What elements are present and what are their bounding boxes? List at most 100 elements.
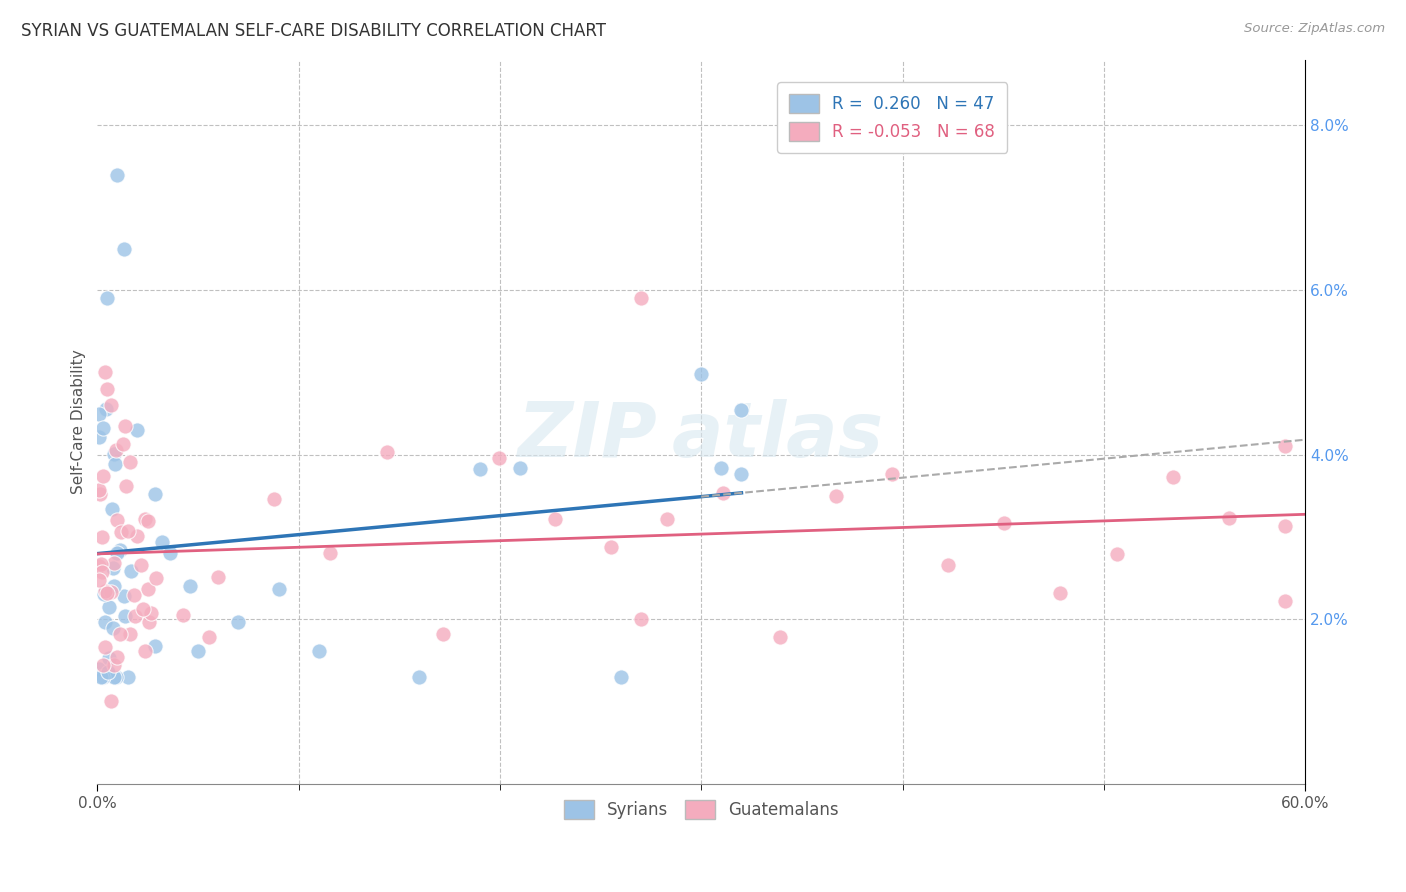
Point: [710, 461, 733, 475]
Point: [488, 451, 510, 466]
Point: [93, 587, 115, 601]
Point: [145, 639, 167, 653]
Point: [134, 512, 156, 526]
Point: [657, 511, 679, 525]
Point: [100, 584, 122, 599]
Point: [1161, 469, 1184, 483]
Point: [138, 615, 160, 629]
Text: ZIP atlas: ZIP atlas: [519, 399, 884, 473]
Point: [91, 469, 114, 483]
Point: [112, 242, 135, 256]
Point: [263, 491, 285, 506]
Point: [89, 430, 111, 444]
Point: [89, 408, 111, 422]
Point: [172, 607, 194, 622]
Point: [117, 524, 139, 538]
Point: [97, 651, 120, 665]
Point: [124, 608, 146, 623]
Point: [89, 487, 111, 501]
Point: [509, 461, 531, 475]
Y-axis label: Self-Care Disability: Self-Care Disability: [72, 350, 86, 494]
Point: [375, 445, 398, 459]
Point: [91, 530, 114, 544]
Point: [630, 612, 652, 626]
Point: [91, 657, 114, 672]
Point: [112, 437, 135, 451]
Point: [600, 540, 623, 554]
Point: [90, 566, 112, 580]
Point: [713, 485, 735, 500]
Text: SYRIAN VS GUATEMALAN SELF-CARE DISABILITY CORRELATION CHART: SYRIAN VS GUATEMALAN SELF-CARE DISABILIT…: [21, 22, 606, 40]
Point: [103, 579, 125, 593]
Point: [110, 627, 132, 641]
Point: [1105, 548, 1128, 562]
Point: [96, 291, 118, 305]
Point: [97, 665, 120, 679]
Point: [468, 461, 491, 475]
Point: [609, 670, 631, 684]
Point: [145, 571, 167, 585]
Point: [730, 402, 752, 417]
Point: [90, 557, 112, 571]
Point: [94, 615, 117, 630]
Point: [94, 401, 117, 416]
Point: [108, 543, 131, 558]
Point: [101, 621, 124, 635]
Point: [630, 291, 652, 305]
Point: [136, 514, 159, 528]
Point: [150, 534, 173, 549]
Point: [880, 467, 903, 481]
Point: [89, 559, 111, 574]
Point: [105, 512, 128, 526]
Point: [132, 602, 155, 616]
Point: [1274, 594, 1296, 608]
Point: [1274, 519, 1296, 533]
Point: [120, 564, 142, 578]
Point: [94, 640, 117, 655]
Point: [118, 627, 141, 641]
Point: [101, 561, 124, 575]
Point: [408, 670, 430, 684]
Point: [89, 573, 111, 587]
Point: [110, 524, 132, 539]
Point: [544, 512, 567, 526]
Point: [226, 615, 249, 629]
Point: [117, 670, 139, 684]
Point: [100, 398, 122, 412]
Point: [768, 630, 790, 644]
Point: [319, 546, 342, 560]
Point: [1274, 439, 1296, 453]
Point: [107, 168, 129, 182]
Point: [105, 443, 128, 458]
Point: [143, 487, 166, 501]
Point: [103, 556, 125, 570]
Point: [114, 479, 136, 493]
Point: [690, 367, 713, 381]
Point: [1218, 510, 1240, 524]
Point: [993, 516, 1015, 531]
Point: [114, 609, 136, 624]
Point: [103, 670, 125, 684]
Point: [105, 546, 128, 560]
Point: [179, 579, 201, 593]
Point: [122, 588, 145, 602]
Text: Source: ZipAtlas.com: Source: ZipAtlas.com: [1244, 22, 1385, 36]
Point: [105, 670, 128, 684]
Point: [267, 582, 290, 596]
Point: [134, 644, 156, 658]
Point: [103, 447, 125, 461]
Point: [103, 657, 125, 672]
Point: [129, 558, 152, 573]
Point: [118, 455, 141, 469]
Legend: Syrians, Guatemalans: Syrians, Guatemalans: [557, 794, 845, 826]
Point: [94, 366, 117, 380]
Point: [159, 546, 181, 560]
Point: [91, 670, 114, 684]
Point: [94, 584, 117, 599]
Point: [139, 606, 162, 620]
Point: [112, 589, 135, 603]
Point: [187, 643, 209, 657]
Point: [1049, 585, 1071, 599]
Point: [198, 631, 221, 645]
Point: [100, 694, 122, 708]
